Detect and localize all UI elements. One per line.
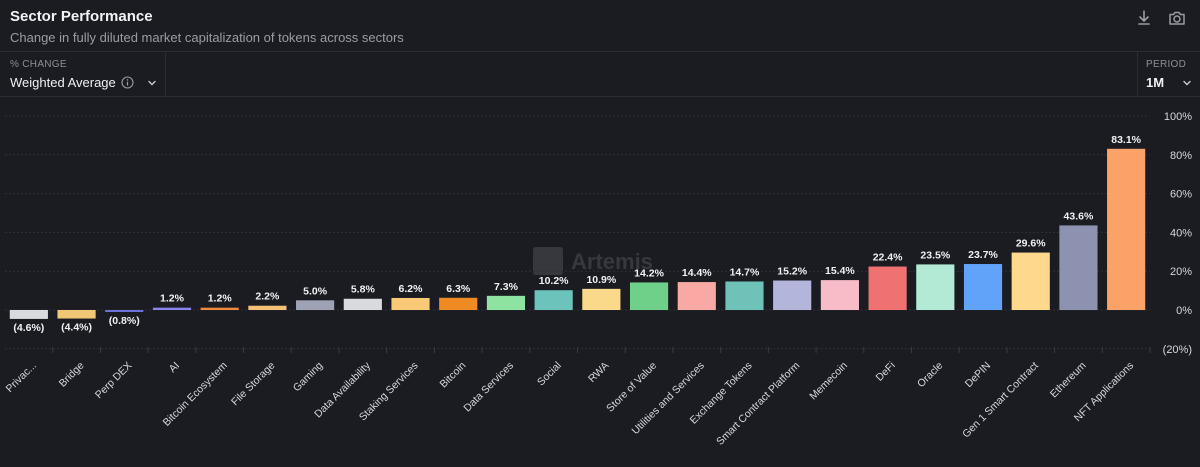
period-label: PERIOD: [1146, 59, 1187, 70]
data-label: 7.3%: [494, 281, 519, 293]
data-label: 5.0%: [303, 285, 328, 297]
bar: [296, 300, 335, 310]
bar: [200, 307, 239, 310]
data-label: 83.1%: [1111, 134, 1141, 146]
bar: [9, 310, 48, 319]
data-label: 1.2%: [160, 293, 185, 305]
bar: [916, 264, 955, 310]
bar: [439, 297, 478, 310]
data-label: 23.5%: [920, 249, 950, 261]
bar: [773, 280, 812, 310]
chart-header: Sector Performance Change in fully dilut…: [0, 0, 1200, 52]
y-tick-label: 40%: [1170, 227, 1192, 239]
change-type-label: % CHANGE: [10, 59, 67, 70]
data-label: 14.2%: [634, 267, 664, 279]
y-tick-label: 0%: [1176, 305, 1192, 317]
x-tick-label: Gaming: [291, 360, 326, 395]
info-icon[interactable]: [121, 76, 134, 89]
data-label: 2.2%: [255, 291, 280, 303]
y-tick-label: 20%: [1170, 266, 1192, 278]
x-tick-label: DePIN: [963, 360, 993, 390]
x-tick-label: Ethereum: [1048, 359, 1089, 400]
x-tick-label: File Storage: [229, 360, 278, 409]
bar: [677, 282, 716, 310]
bar: [820, 280, 859, 310]
x-tick-label: Bridge: [57, 360, 87, 390]
data-label: 10.2%: [539, 275, 569, 287]
data-label: 6.2%: [399, 283, 424, 295]
period-dropdown[interactable]: PERIOD 1M: [1137, 52, 1200, 97]
watermark: Artemis: [533, 247, 653, 275]
bar: [343, 298, 382, 310]
x-tick-label: DeFi: [874, 360, 898, 384]
bar: [582, 288, 621, 310]
y-tick-label: 60%: [1170, 189, 1192, 201]
bar: [486, 295, 526, 310]
chart-subtitle: Change in fully diluted market capitaliz…: [10, 30, 404, 45]
x-tick-label: Bitcoin: [438, 360, 469, 391]
bar: [248, 305, 287, 310]
data-label: 14.4%: [682, 267, 712, 279]
y-tick-label: 80%: [1170, 150, 1192, 162]
x-tick-label: RWA: [586, 360, 611, 385]
chart-title: Sector Performance: [10, 8, 153, 25]
x-tick-label: Data Services: [461, 360, 516, 415]
data-label: 15.4%: [825, 265, 855, 277]
camera-icon[interactable]: [1167, 8, 1187, 28]
download-icon[interactable]: [1134, 8, 1154, 28]
data-label: 15.2%: [777, 266, 807, 278]
chevron-down-icon: [1183, 80, 1191, 86]
chevron-down-icon: [148, 80, 156, 86]
data-label: 6.3%: [446, 283, 471, 295]
data-label: (0.8%): [109, 315, 140, 327]
y-tick-label: (20%): [1163, 344, 1192, 356]
x-tick-label: Oracle: [915, 360, 945, 390]
bar: [629, 282, 669, 310]
data-label: (4.4%): [61, 322, 92, 334]
data-label: 14.7%: [730, 266, 760, 278]
watermark-logo-icon: [533, 247, 563, 275]
change-type-dropdown[interactable]: % CHANGE Weighted Average: [0, 52, 166, 97]
bar: [391, 297, 430, 310]
data-label: 10.9%: [586, 274, 616, 286]
data-label: 22.4%: [873, 252, 903, 264]
data-label: 5.8%: [351, 284, 376, 296]
sector-performance-bar-chart: Artemis (4.6%) (4.4%) (0.8%) 1.2% 1.2% 2.2% 5.…: [4, 111, 1193, 448]
bar: [1059, 225, 1098, 310]
bar: [105, 310, 144, 312]
bar: [57, 310, 96, 319]
x-tick-label: Smart Contract Platform: [714, 359, 802, 447]
bar: [152, 307, 192, 310]
bar: [1011, 252, 1050, 310]
bar: [534, 290, 573, 310]
data-label: 23.7%: [968, 249, 998, 261]
period-value: 1M: [1146, 75, 1165, 90]
x-tick-label: Social: [535, 360, 564, 389]
data-label: 43.6%: [1064, 210, 1094, 222]
data-label: (4.6%): [13, 322, 44, 334]
x-tick-label: Memecoin: [807, 360, 850, 403]
bar: [1107, 148, 1146, 310]
data-label: 1.2%: [208, 293, 233, 305]
bar: [963, 264, 1003, 310]
x-tick-label: AI: [167, 360, 183, 376]
change-type-value: Weighted Average: [10, 75, 116, 90]
data-label: 29.6%: [1016, 238, 1046, 250]
bar: [725, 281, 764, 310]
bar: [868, 266, 907, 310]
x-tick-label: Privac...: [4, 360, 39, 395]
x-tick-label: Perp DEX: [93, 360, 134, 401]
watermark-text: Artemis: [571, 249, 653, 274]
chart-controls: % CHANGE Weighted Average PERIOD 1M: [0, 52, 1200, 97]
y-tick-label: 100%: [1164, 111, 1192, 123]
